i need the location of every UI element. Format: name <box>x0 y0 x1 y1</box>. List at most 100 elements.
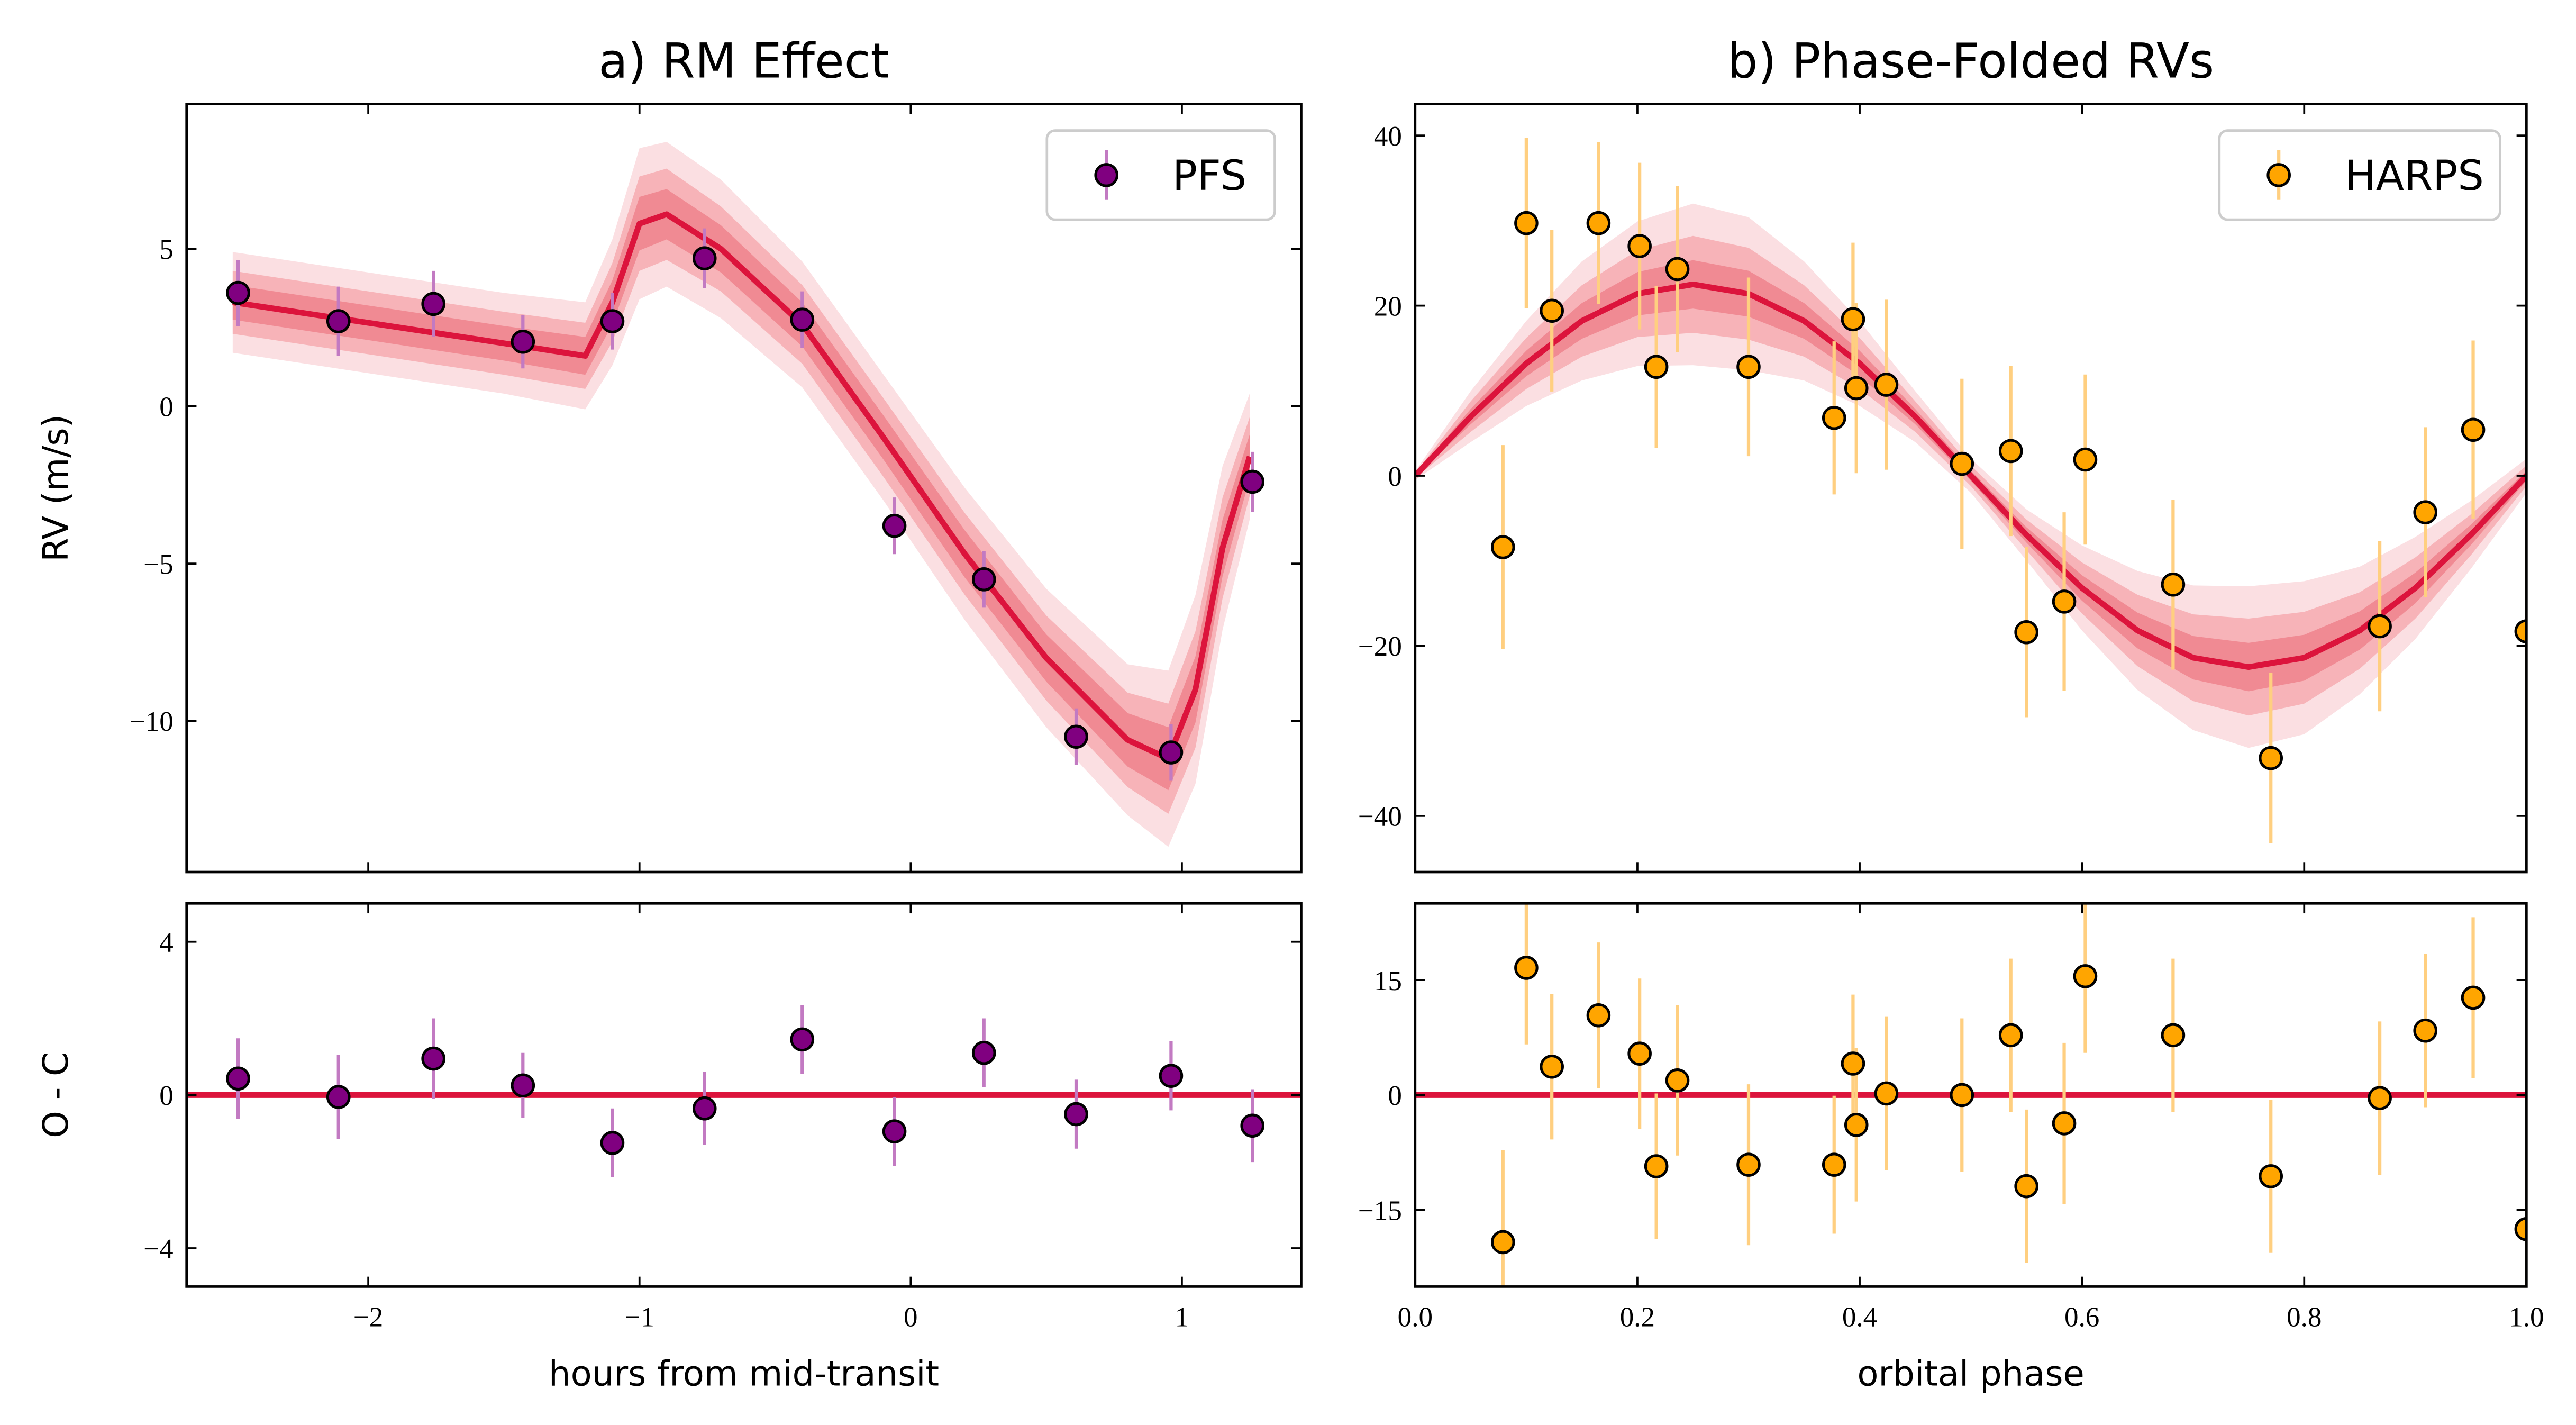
data-point <box>2073 447 2098 472</box>
data-point <box>2413 500 2438 524</box>
data-point <box>511 1073 535 1098</box>
data-point <box>2514 619 2527 643</box>
y-axis-label: RV (m/s) <box>36 414 76 562</box>
plot-area <box>1415 903 2527 1287</box>
data-point <box>1586 211 1611 235</box>
y-tick-label: −5 <box>143 549 173 580</box>
data-point <box>1874 1081 1899 1106</box>
y-tick-label: 0 <box>1388 461 1402 492</box>
data-point <box>1874 373 1899 397</box>
legend-marker <box>2266 163 2291 187</box>
data-point <box>2368 1086 2392 1110</box>
data-point <box>1159 740 1184 765</box>
data-point <box>882 513 907 538</box>
data-point <box>2014 1174 2038 1199</box>
data-point <box>882 1119 907 1143</box>
data-point <box>1736 1152 1761 1177</box>
data-point <box>2368 614 2392 639</box>
data-point <box>1998 1023 2023 1048</box>
data-point <box>2461 417 2486 442</box>
x-tick-label: 0.0 <box>1398 1302 1433 1332</box>
data-point <box>1998 439 2023 464</box>
data-point <box>1844 376 1869 401</box>
data-point <box>1950 1083 1974 1108</box>
data-point <box>1240 1113 1264 1138</box>
y-tick-label: 5 <box>159 234 174 265</box>
data-point <box>1822 405 1846 430</box>
x-tick-label: 1.0 <box>2509 1302 2544 1332</box>
data-point <box>2413 1018 2438 1043</box>
data-point <box>2161 572 2186 597</box>
y-tick-label: 0 <box>1388 1081 1402 1111</box>
data-point <box>2259 746 2283 770</box>
plot-area <box>186 1005 1301 1178</box>
y-tick-label: 40 <box>1374 121 1402 152</box>
plot-area <box>226 142 1264 847</box>
data-point <box>1586 1003 1611 1028</box>
data-point <box>2161 1023 2186 1048</box>
data-point <box>1841 1051 1865 1076</box>
data-point <box>971 567 996 592</box>
y-axis-label: O - C <box>36 1052 76 1138</box>
data-point <box>1064 1102 1088 1127</box>
data-point <box>971 1040 996 1065</box>
axes-frame <box>185 103 1303 874</box>
legend-box <box>1045 129 1276 221</box>
y-tick-label: 20 <box>1374 291 1402 322</box>
data-point <box>1540 1054 1564 1079</box>
x-tick-label: −2 <box>353 1302 383 1332</box>
y-tick-label: −10 <box>130 706 174 737</box>
data-point <box>1822 1152 1846 1177</box>
data-point <box>1159 1064 1184 1088</box>
x-tick-label: 0.2 <box>1620 1302 1655 1332</box>
data-point <box>692 246 717 270</box>
data-point <box>2052 1111 2077 1136</box>
data-point <box>1514 211 1539 235</box>
y-tick-label: 15 <box>1374 966 1402 996</box>
data-point <box>1644 1154 1669 1178</box>
data-point <box>1627 1041 1652 1066</box>
data-point <box>1644 355 1669 379</box>
data-point <box>600 309 625 333</box>
chart-title: b) Phase-Folded RVs <box>1727 34 2214 89</box>
x-tick-label: 0.4 <box>1842 1302 1877 1332</box>
data-point <box>1514 956 1539 980</box>
data-point <box>1540 298 1564 323</box>
y-tick-label: 0 <box>159 1081 174 1111</box>
x-tick-label: 1 <box>1175 1302 1189 1332</box>
data-point <box>226 280 250 305</box>
data-point <box>226 1066 250 1091</box>
data-point <box>1490 535 1515 559</box>
x-axis-label: hours from mid-transit <box>549 1354 939 1394</box>
data-point <box>421 292 445 316</box>
data-point <box>1240 469 1264 494</box>
legend-label: PFS <box>1172 152 1246 200</box>
x-axis-label: orbital phase <box>1857 1354 2084 1394</box>
data-point <box>421 1046 445 1071</box>
data-point <box>2461 985 2486 1010</box>
x-tick-label: 0.8 <box>2287 1302 2322 1332</box>
y-tick-label: 0 <box>159 392 174 422</box>
legend-marker <box>1094 163 1118 187</box>
x-tick-label: 0 <box>904 1302 918 1332</box>
data-point <box>2259 1164 2283 1188</box>
data-point <box>1844 1113 1869 1137</box>
data-point <box>1665 1068 1690 1093</box>
data-point <box>2073 964 2098 988</box>
data-point <box>2052 589 2077 614</box>
data-point <box>1064 724 1088 749</box>
legend-label: HARPS <box>2345 152 2484 200</box>
model-line <box>1415 281 2527 670</box>
data-point <box>1736 355 1761 379</box>
x-tick-label: 0.6 <box>2064 1302 2099 1332</box>
y-tick-label: −40 <box>1358 802 1402 832</box>
data-point <box>1841 307 1865 332</box>
data-point <box>1950 451 1974 476</box>
plot-area <box>1415 138 2527 843</box>
data-point <box>2014 620 2038 645</box>
axes-frame <box>1414 103 2528 874</box>
data-point <box>1490 1230 1515 1255</box>
y-tick-label: −20 <box>1358 631 1402 662</box>
